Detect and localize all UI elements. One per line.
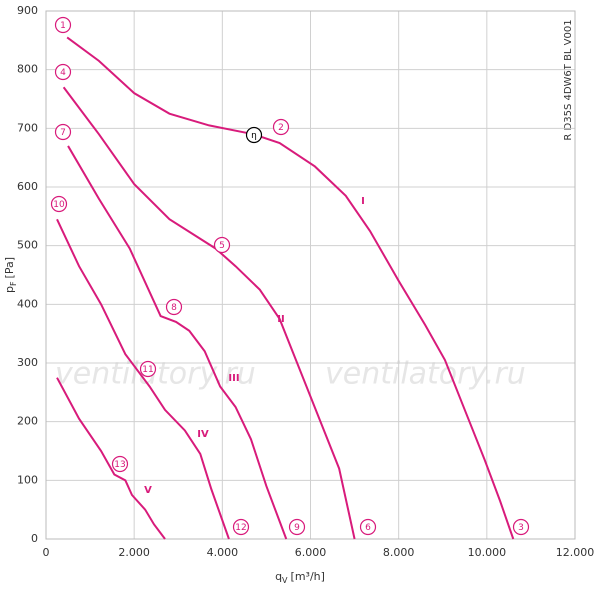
y-tick-label: 800 xyxy=(17,63,38,76)
y-tick-label: 700 xyxy=(17,121,38,134)
curve xyxy=(67,145,288,540)
x-tick-label: 12.000 xyxy=(556,546,595,559)
x-tick-label: 10.000 xyxy=(468,546,507,559)
annotation-circle xyxy=(139,360,157,378)
annotation-circle xyxy=(54,123,72,141)
annotation-circle xyxy=(111,455,129,473)
annotation-circle xyxy=(232,518,250,536)
model-code: R D35S 4DW6T BL V001 xyxy=(563,19,574,140)
y-tick-label: 900 xyxy=(17,4,38,17)
curve xyxy=(66,36,515,540)
y-tick-label: 200 xyxy=(17,415,38,428)
curve-label: V xyxy=(144,485,152,496)
annotation-label: 8 xyxy=(171,303,177,313)
annotation-label: 5 xyxy=(219,241,225,251)
annotation-circle xyxy=(165,298,183,316)
y-label-symbol: p xyxy=(3,286,16,293)
curve-label: III xyxy=(228,373,239,384)
annotation-label: 1 xyxy=(60,21,66,31)
annotation-circle xyxy=(512,518,530,536)
plot-frame xyxy=(45,10,576,540)
annotation-label: 7 xyxy=(60,128,66,138)
watermark: ventilatory.ru xyxy=(55,357,256,392)
y-tick-label: 300 xyxy=(17,356,38,369)
y-tick-label: 400 xyxy=(17,297,38,310)
curve xyxy=(56,377,166,540)
annotation-label: 9 xyxy=(294,523,300,533)
annotation-label: 3 xyxy=(518,523,524,533)
x-label-symbol: q xyxy=(275,570,282,583)
watermark: ventilatory.ru xyxy=(325,357,526,392)
y-axis-label: pF [Pa] xyxy=(3,257,18,293)
annotation-label: 12 xyxy=(235,523,246,533)
y-tick-label: 0 xyxy=(31,532,38,545)
annotation-circle xyxy=(54,16,72,34)
x-label-unit: [m³/h] xyxy=(291,570,325,583)
x-tick-label: 2.000 xyxy=(118,546,150,559)
annotation-label: 11 xyxy=(142,365,153,375)
annotation-circle xyxy=(272,118,290,136)
y-tick-label: 600 xyxy=(17,180,38,193)
annotation-label: 4 xyxy=(60,68,66,78)
annotation-circle xyxy=(245,126,263,144)
curve-label: I xyxy=(361,196,365,207)
annotation-label: 13 xyxy=(114,460,125,470)
x-tick-label: 6.000 xyxy=(295,546,327,559)
curve xyxy=(62,86,356,540)
annotation-label: 10 xyxy=(53,200,65,210)
curve-label: II xyxy=(277,314,284,325)
annotation-label: η xyxy=(251,131,257,141)
y-label-sub: F xyxy=(9,281,18,286)
annotation-circle xyxy=(54,63,72,81)
x-tick-label: 8.000 xyxy=(383,546,415,559)
y-label-unit: [Pa] xyxy=(3,257,16,278)
annotation-circle xyxy=(213,236,231,254)
annotation-label: 6 xyxy=(365,523,371,533)
x-axis-label: qV [m³/h] xyxy=(275,570,325,585)
x-tick-label: 0 xyxy=(43,546,50,559)
annotation-circle xyxy=(288,518,306,536)
curve-label: IV xyxy=(197,429,209,440)
y-tick-label: 500 xyxy=(17,239,38,252)
annotation-circle xyxy=(359,518,377,536)
curve xyxy=(56,218,230,540)
x-tick-label: 4.000 xyxy=(207,546,239,559)
annotation-circle xyxy=(50,195,68,213)
x-label-sub: V xyxy=(282,576,288,585)
annotation-label: 2 xyxy=(278,123,284,133)
y-tick-label: 100 xyxy=(17,473,38,486)
